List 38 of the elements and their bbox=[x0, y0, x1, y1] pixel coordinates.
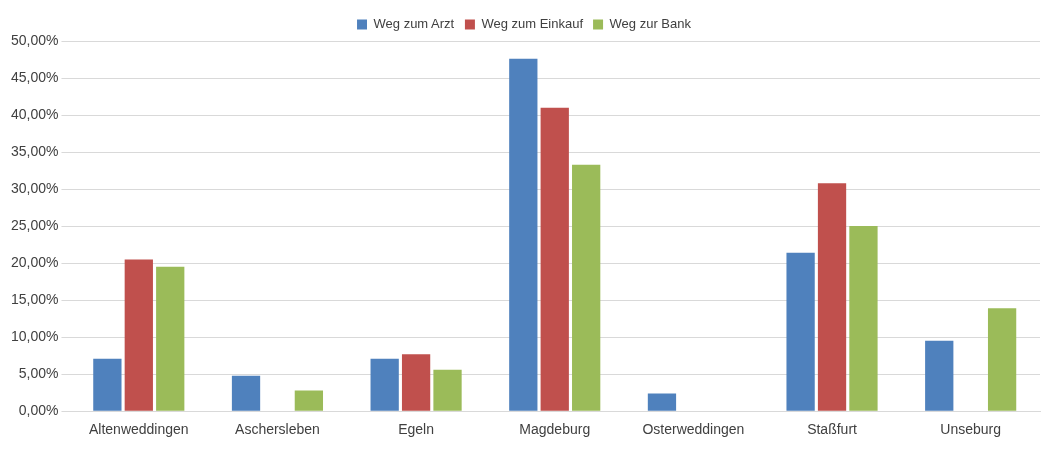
bar bbox=[370, 358, 399, 411]
y-tick-label: 0,00% bbox=[18, 402, 59, 419]
x-tick-label: Magdeburg bbox=[519, 421, 591, 438]
bar bbox=[156, 266, 185, 411]
y-tick-label: 40,00% bbox=[11, 105, 59, 122]
bar bbox=[647, 393, 677, 411]
x-tick-label: Aschersleben bbox=[235, 421, 320, 438]
y-tick-label: 25,00% bbox=[11, 216, 59, 233]
legend-label: Weg zum Einkauf bbox=[481, 16, 584, 32]
y-tick-label: 5,00% bbox=[18, 365, 59, 382]
x-tick-label: Altenweddingen bbox=[88, 421, 189, 438]
legend-label: Weg zur Bank bbox=[609, 16, 692, 32]
x-tick-label: Osterweddingen bbox=[642, 421, 745, 438]
bar bbox=[849, 226, 878, 411]
bar bbox=[433, 369, 462, 411]
bar bbox=[925, 340, 954, 411]
legend-label: Weg zum Arzt bbox=[373, 16, 455, 32]
bar bbox=[124, 259, 153, 411]
bar bbox=[509, 58, 538, 411]
y-tick-label: 35,00% bbox=[11, 142, 59, 159]
bar bbox=[294, 390, 324, 411]
bar bbox=[987, 308, 1017, 411]
y-tick-label: 20,00% bbox=[11, 253, 59, 270]
y-tick-label: 10,00% bbox=[11, 328, 59, 345]
bar bbox=[93, 358, 122, 411]
bar bbox=[231, 375, 261, 411]
y-tick-label: 30,00% bbox=[11, 179, 59, 196]
bar bbox=[572, 164, 601, 411]
y-tick-label: 50,00% bbox=[11, 31, 59, 48]
x-tick-label: Staßfurt bbox=[807, 421, 858, 438]
y-tick-label: 45,00% bbox=[11, 68, 59, 85]
bar bbox=[401, 354, 431, 411]
x-tick-label: Unseburg bbox=[940, 421, 1002, 438]
bar bbox=[786, 252, 815, 411]
bar bbox=[817, 183, 847, 411]
bar bbox=[540, 107, 569, 411]
x-tick-label: Egeln bbox=[398, 421, 434, 438]
y-tick-label: 15,00% bbox=[11, 291, 59, 307]
